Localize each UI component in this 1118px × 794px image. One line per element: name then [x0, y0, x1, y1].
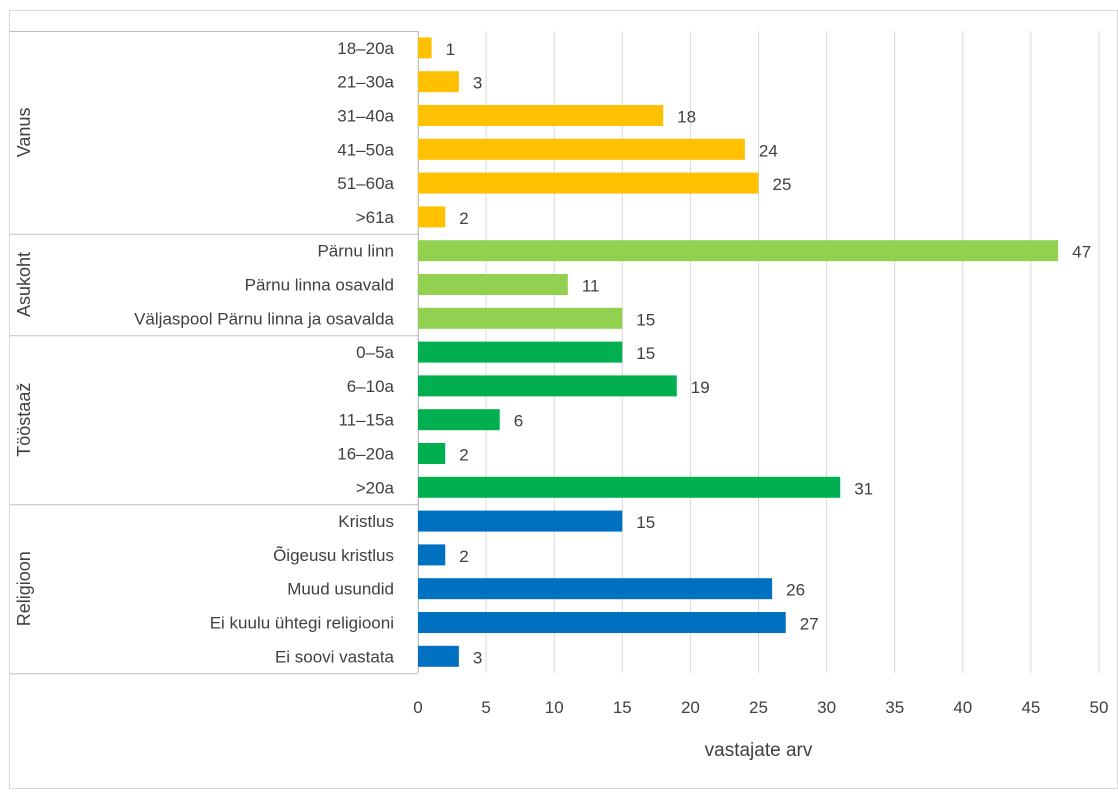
category-label: Pärnu linna osavald	[245, 276, 394, 295]
category-label: Väljaspool Pärnu linna ja osavalda	[134, 309, 394, 328]
data-label: 18	[677, 108, 696, 127]
category-label: Ei soovi vastata	[275, 647, 395, 666]
data-label: 2	[459, 209, 468, 228]
data-label: 6	[514, 412, 523, 431]
category-labels: 18–20a 21–30a 31–40a 41–50a 51–60a >61a Pärnu …	[134, 39, 394, 666]
data-label: 19	[691, 378, 710, 397]
bar	[418, 341, 623, 363]
data-label: 47	[1072, 243, 1091, 262]
x-tick-label: 20	[681, 698, 700, 717]
bars	[418, 37, 1059, 667]
category-label: 31–40a	[337, 107, 394, 126]
category-label: 51–60a	[337, 174, 394, 193]
bar	[418, 645, 459, 667]
bar	[418, 274, 568, 295]
group-label: Tööstaaž	[14, 383, 34, 457]
bar	[418, 172, 759, 194]
bar	[418, 510, 623, 532]
x-tick-label: 10	[545, 698, 564, 717]
data-label: 2	[459, 547, 468, 566]
group-label: Religioon	[14, 551, 34, 626]
group-label: Vanus	[14, 108, 34, 158]
bar	[418, 544, 446, 566]
x-tick-label: 45	[1021, 698, 1040, 717]
x-tick-label: 30	[817, 698, 836, 717]
x-tick-label: 5	[481, 698, 490, 717]
x-tick-label: 15	[613, 698, 632, 717]
group-label: Asukoht	[14, 252, 34, 317]
data-label: 26	[786, 581, 805, 600]
x-tick-label: 35	[885, 698, 904, 717]
category-label: Kristlus	[338, 512, 394, 531]
bar	[418, 375, 677, 397]
data-label: 1	[446, 40, 455, 59]
data-label: 2	[459, 446, 468, 465]
x-tick-label: 40	[953, 698, 972, 717]
bar	[418, 37, 432, 59]
category-label: 41–50a	[337, 140, 394, 159]
data-label: 3	[473, 648, 482, 667]
data-label: 3	[473, 74, 482, 93]
x-axis-label: vastajate arv	[705, 740, 813, 761]
group-labels: Vanus Asukoht Tööstaaž Religioon	[14, 108, 34, 627]
bar	[418, 138, 745, 160]
x-tick-label: 0	[413, 698, 422, 717]
bar	[418, 71, 459, 93]
category-label: 11–15a	[339, 411, 395, 430]
chart-border	[9, 10, 1118, 789]
bar	[418, 206, 446, 228]
x-tick-labels: 0 5 10 15 20 25 30 35 40 45 50	[413, 698, 1108, 717]
data-label: 15	[636, 310, 655, 329]
category-label: 16–20a	[337, 445, 394, 464]
category-label: >61a	[356, 208, 395, 227]
bar	[418, 612, 786, 633]
category-label: 21–30a	[337, 73, 394, 92]
x-tick-label: 25	[749, 698, 768, 717]
data-label: 15	[636, 513, 655, 532]
category-label: >20a	[356, 478, 395, 497]
bar	[418, 409, 500, 431]
gridlines	[417, 31, 1100, 674]
bar	[418, 307, 623, 329]
category-label: 0–5a	[356, 343, 394, 362]
data-label: 27	[800, 615, 819, 634]
category-label: Ei kuulu ühtegi religiooni	[210, 614, 394, 633]
x-tick-label: 50	[1090, 698, 1109, 717]
category-label: Muud usundid	[287, 580, 394, 599]
category-label: 18–20a	[337, 39, 394, 58]
category-label: Pärnu linn	[317, 242, 394, 261]
data-label: 15	[636, 344, 655, 363]
category-label: Õigeusu kristlus	[273, 546, 394, 565]
category-label: 6–10a	[347, 377, 395, 396]
bar	[418, 240, 1059, 262]
bar	[418, 105, 664, 126]
data-label: 31	[854, 479, 873, 498]
bar	[418, 578, 773, 600]
data-label: 25	[773, 175, 792, 194]
bar	[418, 443, 446, 464]
bar	[418, 476, 841, 498]
data-label: 24	[759, 141, 778, 160]
data-label: 11	[582, 277, 600, 296]
